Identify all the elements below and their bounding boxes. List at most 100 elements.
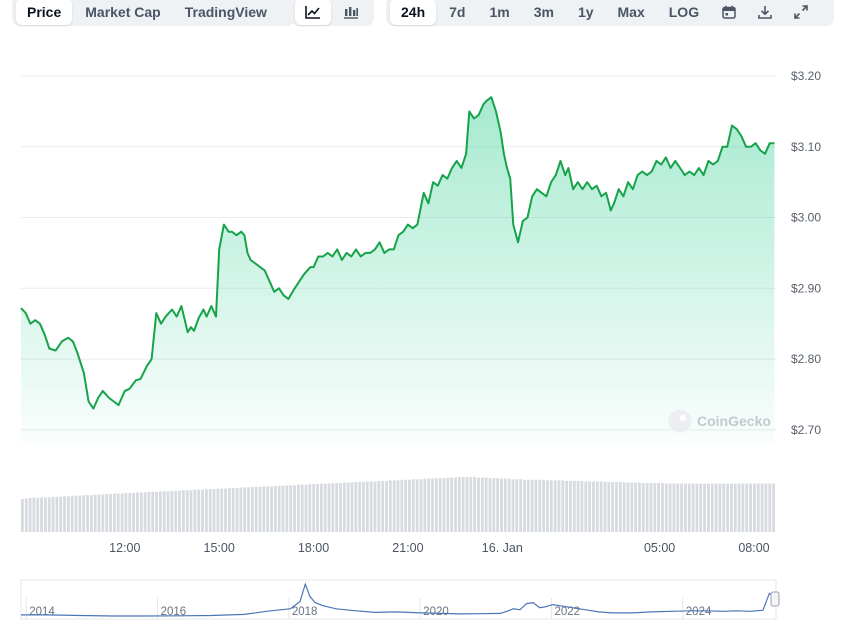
volume-bar bbox=[492, 478, 496, 532]
volume-bar bbox=[599, 481, 603, 532]
volume-bar bbox=[584, 481, 588, 532]
candlestick-button[interactable] bbox=[333, 0, 369, 25]
volume-bar bbox=[385, 480, 388, 533]
volume-bar bbox=[135, 492, 139, 532]
volume-bar bbox=[273, 485, 277, 532]
range-24h[interactable]: 24h bbox=[390, 0, 437, 25]
volume-bar bbox=[737, 483, 741, 532]
volume-bar bbox=[465, 477, 469, 532]
volume-bar bbox=[431, 478, 434, 532]
volume-bar bbox=[66, 496, 70, 533]
volume-bar bbox=[726, 483, 730, 532]
range-1y[interactable]: 1y bbox=[577, 4, 594, 20]
volume-bar bbox=[304, 484, 308, 532]
x-tick-label: 18:00 bbox=[298, 541, 329, 555]
volume-bar bbox=[756, 483, 760, 532]
volume-bar bbox=[339, 483, 342, 533]
navigator-line bbox=[21, 582, 774, 617]
volume-bar bbox=[212, 489, 216, 532]
volume-bar bbox=[634, 482, 638, 532]
download-icon bbox=[758, 6, 772, 19]
volume-bar bbox=[170, 490, 174, 533]
volume-bar bbox=[553, 480, 557, 532]
volume-bar bbox=[626, 482, 630, 532]
volume-bar bbox=[331, 483, 335, 533]
volume-bar bbox=[47, 497, 51, 532]
volume-bar bbox=[116, 493, 120, 532]
volume-bar bbox=[576, 480, 580, 533]
volume-bar bbox=[89, 495, 93, 532]
watermark: CoinGecko bbox=[668, 409, 771, 433]
tab-price[interactable]: Price bbox=[16, 0, 73, 25]
range-3m[interactable]: 3m bbox=[533, 4, 554, 20]
volume-bar bbox=[526, 479, 530, 533]
navigator-year-label: 2020 bbox=[423, 606, 449, 618]
volume-bar bbox=[239, 487, 243, 532]
volume-bar bbox=[595, 481, 599, 532]
volume-bar bbox=[657, 483, 661, 533]
volume-bar bbox=[572, 480, 576, 533]
expand-button[interactable] bbox=[784, 0, 818, 25]
volume-bar bbox=[143, 492, 147, 532]
volume-bar bbox=[396, 480, 400, 532]
volume-bar bbox=[507, 478, 511, 532]
range-max[interactable]: Max bbox=[617, 4, 645, 20]
navigator-frame bbox=[20, 579, 777, 620]
volume-bar bbox=[308, 484, 312, 532]
calendar-button[interactable] bbox=[712, 0, 746, 25]
volume-bar bbox=[151, 491, 155, 532]
volume-bar bbox=[630, 482, 634, 532]
volume-bar bbox=[43, 497, 47, 532]
volume-bar bbox=[216, 488, 220, 533]
volume-bar bbox=[569, 480, 572, 533]
volume-bar bbox=[335, 483, 339, 533]
volume-bar bbox=[358, 481, 362, 532]
volume-bar bbox=[281, 485, 285, 532]
volume-bar bbox=[511, 479, 515, 532]
volume-bar bbox=[442, 478, 446, 532]
volume-bar bbox=[603, 481, 607, 532]
volume-bar bbox=[699, 483, 703, 532]
navigator[interactable]: 2014 2016 2018 2020 2022 2024 bbox=[20, 579, 780, 620]
x-tick-label: 16. Jan bbox=[482, 541, 523, 555]
volume-bar bbox=[450, 477, 454, 533]
chart-type-tabs bbox=[291, 0, 374, 26]
volume-bar bbox=[457, 477, 461, 532]
volume-bar bbox=[461, 477, 465, 532]
volume-bar bbox=[208, 489, 212, 532]
volume-bar bbox=[392, 480, 396, 532]
navigator-handle[interactable] bbox=[770, 591, 780, 607]
download-button[interactable] bbox=[748, 0, 782, 25]
volume-bar bbox=[618, 481, 622, 532]
volume-bar bbox=[197, 489, 201, 532]
range-1m[interactable]: 1m bbox=[489, 4, 510, 20]
volume-bar bbox=[695, 483, 699, 532]
price-area bbox=[20, 96, 775, 444]
log-toggle[interactable]: LOG bbox=[668, 4, 700, 20]
volume-bar bbox=[350, 482, 354, 532]
y-axis: $2.70 $2.80 $2.90 $3.00 $3.10 $3.20 bbox=[791, 69, 821, 437]
volume-bar bbox=[676, 483, 680, 532]
volume-bar bbox=[250, 486, 254, 532]
volume-bar bbox=[158, 491, 162, 532]
volume-bar bbox=[549, 480, 553, 532]
tab-tradingview[interactable]: TradingView bbox=[184, 4, 267, 20]
volume-bar bbox=[607, 481, 611, 532]
range-tabs: 24h 7d 1m 3m 1y Max LOG bbox=[386, 0, 834, 26]
volume-bar bbox=[51, 496, 55, 532]
range-7d[interactable]: 7d bbox=[449, 4, 466, 20]
volume-bar bbox=[285, 485, 289, 533]
price-area-fill bbox=[21, 97, 775, 444]
tab-market-cap[interactable]: Market Cap bbox=[85, 4, 161, 20]
volume-bar bbox=[109, 494, 112, 532]
volume-bar bbox=[293, 485, 296, 533]
volume-bar bbox=[174, 490, 178, 533]
x-tick-label: 12:00 bbox=[109, 541, 140, 555]
volume-bar bbox=[254, 486, 258, 532]
volume-bar bbox=[227, 488, 231, 532]
calendar-icon bbox=[722, 5, 736, 19]
line-chart-button[interactable] bbox=[295, 0, 331, 25]
coingecko-logo-icon bbox=[668, 409, 692, 433]
volume-bar bbox=[270, 486, 273, 532]
